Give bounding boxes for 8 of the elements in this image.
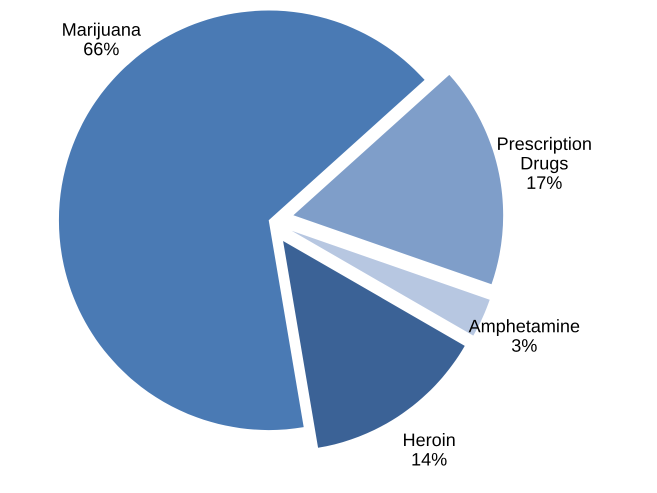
data-label: 17% [528,176,562,189]
data-label: 3% [512,339,537,352]
data-label: 66% [84,42,119,56]
slice-label: Prescription Drugs [498,136,591,174]
slice-label: Heroin [404,432,455,446]
data-label: 14% [412,452,447,466]
slice-label: Amphetamine [468,319,580,336]
slice-label: Marijuana [63,22,141,40]
